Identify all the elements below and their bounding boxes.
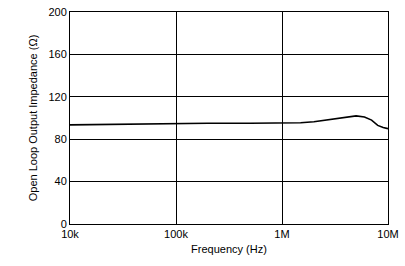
svg-text:Open Loop Output Impedance (Ω): Open Loop Output Impedance (Ω) (27, 35, 39, 202)
svg-text:80: 80 (55, 133, 67, 145)
svg-text:100k: 100k (164, 228, 188, 240)
svg-text:10M: 10M (377, 228, 398, 240)
svg-text:Frequency (Hz): Frequency (Hz) (191, 243, 267, 255)
svg-text:1M: 1M (274, 228, 289, 240)
svg-text:120: 120 (48, 91, 66, 103)
svg-text:10k: 10k (61, 228, 79, 240)
svg-text:200: 200 (48, 6, 66, 18)
svg-text:40: 40 (55, 175, 67, 187)
svg-text:0: 0 (61, 218, 67, 230)
svg-text:160: 160 (48, 48, 66, 60)
